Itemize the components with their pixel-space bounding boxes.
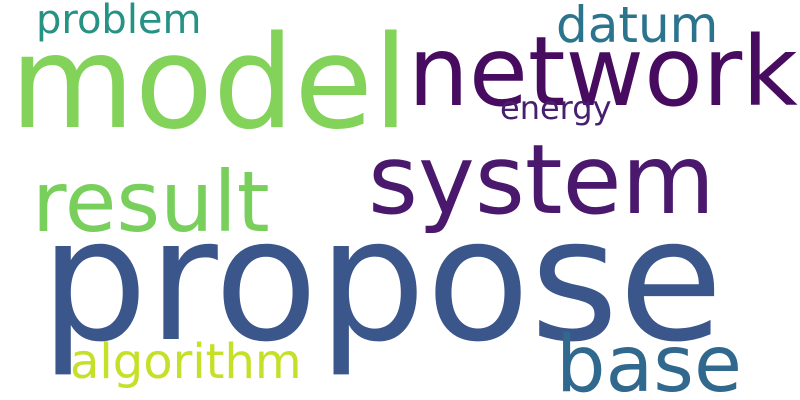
word-network: network: [408, 16, 798, 128]
word-propose: propose: [40, 182, 724, 380]
word-result: result: [32, 153, 270, 251]
word-algorithm: algorithm: [70, 334, 302, 390]
word-base: base: [556, 320, 742, 400]
word-datum: datum: [556, 0, 719, 54]
word-model: model: [10, 9, 409, 158]
word-problem: problem: [36, 0, 202, 43]
word-system: system: [368, 124, 716, 236]
word-energy: energy: [500, 89, 612, 127]
